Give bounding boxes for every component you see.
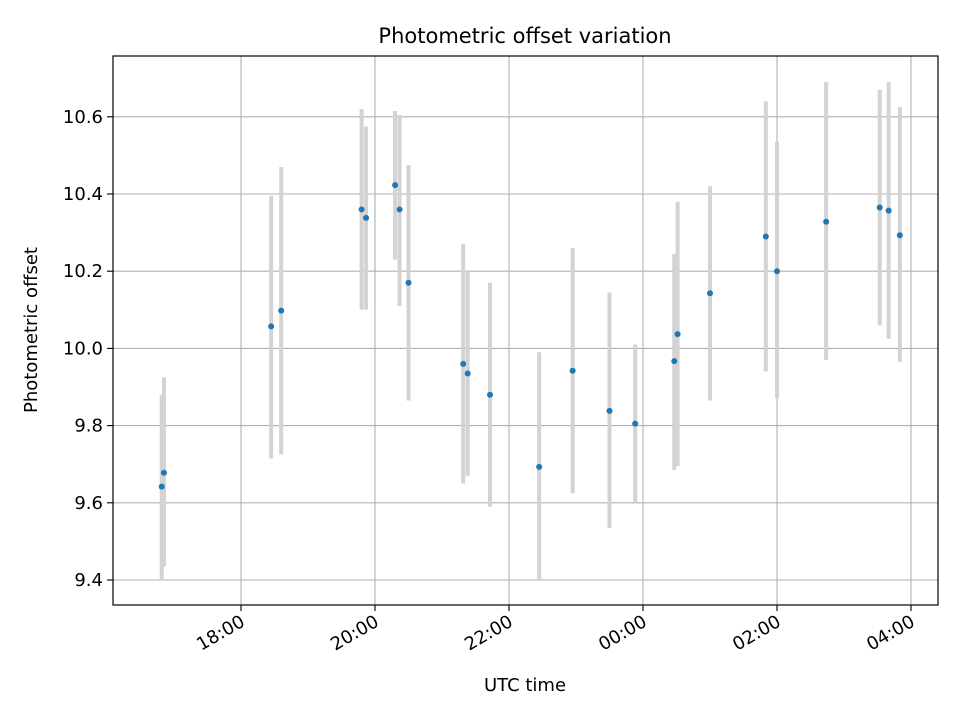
data-point: [674, 331, 681, 338]
y-axis-ticks: 9.4 9.6 9.8 10.0 10.2 10.4 10.6: [63, 107, 113, 591]
y-tick-label: 9.4: [74, 570, 103, 591]
x-tick-label: 02:00: [729, 611, 784, 655]
y-axis-label: Photometric offset: [21, 247, 42, 413]
grid-lines: [113, 56, 938, 605]
data-point: [278, 307, 285, 314]
data-point: [268, 323, 275, 330]
plot-area-frame: [112, 55, 939, 606]
y-tick-label: 10.2: [63, 261, 103, 282]
data-point: [569, 367, 576, 374]
y-tick-label: 10.4: [63, 184, 103, 205]
data-point: [823, 218, 830, 225]
y-tick-label: 10.0: [63, 338, 103, 359]
y-tick-label: 9.6: [74, 493, 103, 514]
error-bars: [159, 82, 902, 580]
x-axis-label: UTC time: [484, 675, 566, 696]
x-tick-label: 00:00: [595, 611, 650, 655]
data-point: [774, 268, 780, 275]
x-axis-ticks: 18:00 20:00 22:00 00:00 02:00 04:00: [193, 605, 919, 655]
data-point: [606, 407, 613, 414]
data-point: [487, 391, 494, 398]
data-point: [632, 420, 639, 427]
data-point: [876, 204, 883, 211]
data-point: [160, 469, 167, 476]
x-tick-label: 20:00: [327, 611, 382, 655]
data-point: [762, 233, 769, 240]
data-points: [158, 182, 903, 490]
data-point: [396, 206, 403, 213]
data-point: [707, 290, 713, 297]
data-point: [392, 182, 399, 189]
data-point: [460, 360, 467, 367]
data-point: [158, 483, 165, 490]
data-point: [896, 232, 903, 239]
chart-title: Photometric offset variation: [378, 24, 671, 48]
x-tick-label: 18:00: [193, 611, 248, 655]
data-point: [671, 358, 678, 365]
x-tick-label: 04:00: [863, 611, 918, 655]
y-tick-label: 10.6: [63, 107, 103, 128]
data-point: [536, 463, 543, 470]
y-tick-label: 9.8: [74, 416, 103, 437]
data-point: [405, 279, 412, 286]
x-tick-label: 22:00: [461, 611, 516, 655]
data-point: [464, 370, 471, 377]
data-point: [358, 206, 365, 213]
data-point: [885, 207, 892, 214]
data-point: [363, 214, 370, 221]
